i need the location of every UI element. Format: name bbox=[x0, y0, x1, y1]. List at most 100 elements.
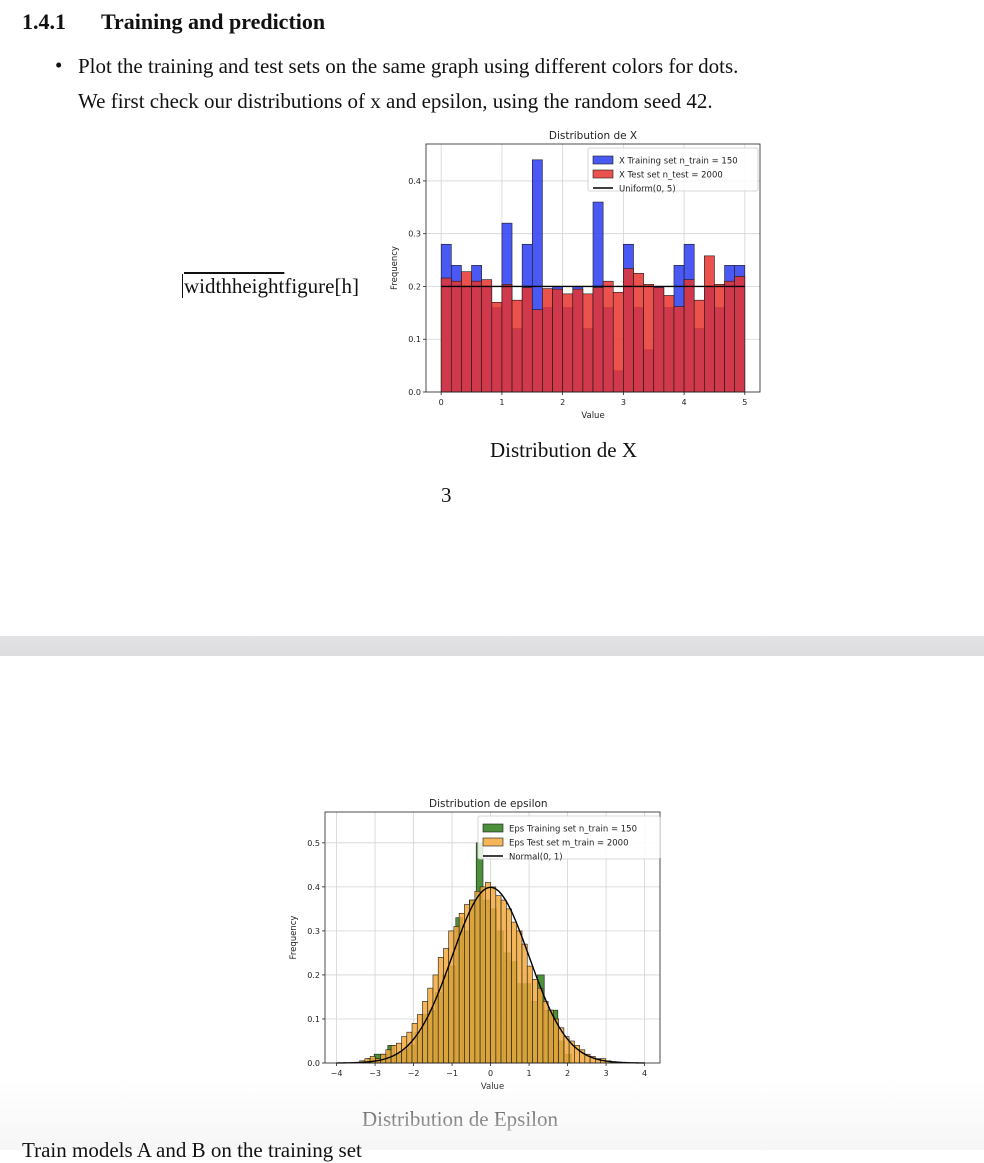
latex-artifact-text: widthheightfigure[h] bbox=[182, 274, 359, 299]
histogram-bar bbox=[542, 1001, 549, 1064]
page-two: −4 −3 −2 −1 0 1 2 3 4 0.0 0.1 0.2 0.3 0.4 0.5 Distribut… bbox=[0, 656, 984, 1150]
histogram-bar bbox=[471, 280, 482, 393]
y-tick-label: 0.4 bbox=[408, 177, 421, 186]
y-tick-label: 0.3 bbox=[408, 230, 421, 239]
y-tick-label: 0.0 bbox=[307, 1059, 320, 1068]
histogram-bar bbox=[416, 1014, 423, 1064]
x-axis-label: Value bbox=[581, 411, 604, 421]
histogram-bar bbox=[490, 886, 497, 1064]
y-tick-label: 0.3 bbox=[307, 927, 320, 936]
histogram-bar bbox=[526, 965, 533, 1064]
x-tick-label: −1 bbox=[446, 1069, 458, 1078]
figure2-caption: Distribution de Epsilon bbox=[362, 1107, 558, 1131]
histogram-bar bbox=[531, 309, 543, 393]
histogram-bar bbox=[537, 987, 544, 1064]
histogram-bar bbox=[693, 299, 705, 393]
histogram-bar bbox=[443, 948, 449, 1064]
x-tick-label: 4 bbox=[682, 398, 687, 407]
section-number: 1.4.1 bbox=[22, 9, 66, 34]
legend-label: X Training set n_train = 150 bbox=[619, 157, 738, 167]
y-axis-label: Frequency bbox=[390, 246, 400, 290]
section-title: Training and prediction bbox=[101, 9, 326, 34]
histogram-bar bbox=[427, 987, 434, 1064]
bullet-text: Plot the training and test sets on the s… bbox=[78, 54, 739, 78]
histogram-bar bbox=[714, 284, 725, 393]
histogram-bar bbox=[491, 301, 503, 393]
plot-frame bbox=[324, 811, 661, 1064]
y-axis-label: Frequency bbox=[289, 916, 299, 960]
histogram-bar bbox=[612, 291, 624, 393]
histogram-bar bbox=[673, 306, 685, 393]
histogram-bar bbox=[532, 979, 539, 1064]
truncated-next-line: Train models A and B on the training set bbox=[22, 1138, 362, 1162]
x-tick-label: 2 bbox=[560, 398, 565, 407]
x-tick-label: 0 bbox=[488, 1069, 493, 1078]
histogram-bar bbox=[448, 930, 455, 1064]
histogram-bar bbox=[592, 287, 604, 393]
legend-swatch bbox=[482, 837, 504, 847]
y-tick-label: 0.1 bbox=[408, 335, 421, 344]
legend-swatch bbox=[592, 155, 614, 165]
intro-text: We first check our distributions of x an… bbox=[78, 89, 713, 113]
page-separator bbox=[0, 636, 984, 656]
legend-label: X Test set n_test = 2000 bbox=[619, 171, 723, 181]
legend-swatch bbox=[592, 169, 614, 179]
histogram-bar bbox=[440, 277, 452, 393]
histogram-bar bbox=[683, 279, 695, 393]
histogram-bar bbox=[485, 882, 491, 1064]
histogram-bar bbox=[406, 1031, 413, 1064]
x-axis-label: Value bbox=[481, 1082, 504, 1092]
x-tick-label: −3 bbox=[369, 1069, 381, 1078]
y-tick-label: 0.0 bbox=[408, 388, 421, 397]
histogram-bar bbox=[704, 255, 715, 393]
histogram-bar bbox=[495, 895, 502, 1064]
histogram-bar bbox=[453, 926, 460, 1064]
histogram-bar bbox=[432, 974, 439, 1064]
y-tick-label: 0.2 bbox=[408, 282, 421, 291]
x-tick-label: 1 bbox=[527, 1069, 532, 1078]
section-heading: 1.4.1 Training and prediction bbox=[22, 9, 325, 35]
histogram-bar bbox=[724, 280, 735, 393]
histogram-bar bbox=[643, 284, 655, 393]
histogram-bar bbox=[633, 272, 644, 393]
plot-frame bbox=[425, 143, 761, 393]
histogram-bar bbox=[663, 295, 675, 393]
histogram-bar bbox=[552, 288, 563, 393]
legend-label: Uniform(0, 5) bbox=[619, 185, 676, 195]
histogram-bar bbox=[464, 904, 470, 1064]
legend-swatch bbox=[482, 823, 504, 833]
histogram-bar bbox=[422, 1001, 429, 1064]
y-tick-label: 0.4 bbox=[307, 883, 320, 892]
artifact-rest: figure[h] bbox=[284, 274, 359, 298]
page-one: 1.4.1 Training and prediction • Plot the … bbox=[22, 9, 761, 507]
histogram-bar bbox=[542, 288, 553, 393]
x-tick-label: 3 bbox=[621, 398, 626, 407]
x-tick-label: 5 bbox=[742, 398, 747, 407]
chart-title: Distribution de X bbox=[549, 130, 637, 142]
histogram-bar bbox=[501, 284, 513, 393]
histogram-bar bbox=[521, 943, 528, 1064]
histogram-bar bbox=[511, 299, 523, 393]
histogram-bar bbox=[411, 1023, 418, 1064]
artifact-overlined: widthheight bbox=[182, 274, 285, 298]
histogram-bar bbox=[521, 287, 533, 393]
x-tick-label: −2 bbox=[408, 1069, 420, 1078]
x-distribution-chart: 0 1 2 3 4 5 0.0 0.1 0.2 0.3 0.4 Distribution de X Va… bbox=[390, 130, 761, 421]
epsilon-distribution-chart: −4 −3 −2 −1 0 1 2 3 4 0.0 0.1 0.2 0.3 0.4 0.5 Distribut… bbox=[289, 798, 661, 1092]
histogram-bar bbox=[602, 280, 614, 393]
histogram-bar bbox=[437, 957, 444, 1064]
legend-box bbox=[587, 147, 759, 192]
histogram-bar bbox=[653, 287, 665, 393]
x-tick-label: −4 bbox=[331, 1069, 343, 1078]
histogram-bar bbox=[505, 908, 512, 1064]
legend-box bbox=[477, 815, 661, 860]
histogram-bar bbox=[469, 899, 476, 1064]
histogram-bar bbox=[572, 288, 584, 393]
histogram-bar bbox=[734, 276, 746, 393]
histogram-bar bbox=[479, 886, 486, 1064]
y-tick-label: 0.2 bbox=[307, 971, 320, 980]
chart-title: Distribution de epsilon bbox=[429, 798, 548, 810]
x-tick-label: 0 bbox=[439, 398, 444, 407]
legend-label: Normal(0, 1) bbox=[509, 853, 563, 863]
histogram-bar bbox=[511, 921, 518, 1064]
